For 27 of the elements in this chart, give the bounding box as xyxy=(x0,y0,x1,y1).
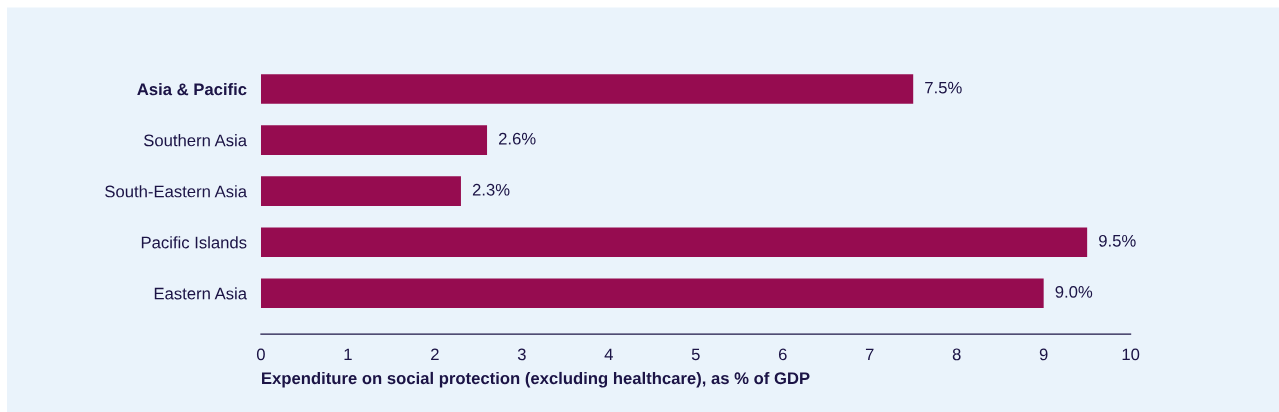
x-tick-label: 5 xyxy=(691,348,700,361)
x-tick-label: 9 xyxy=(1039,348,1048,361)
bar xyxy=(260,227,1088,258)
bar xyxy=(260,176,461,206)
y-tick-label: Asia & Pacific xyxy=(137,83,247,96)
x-tick-label: 10 xyxy=(1122,348,1140,361)
bar xyxy=(260,74,914,104)
y-tick-label: Eastern Asia xyxy=(154,287,248,300)
x-tick-label: 3 xyxy=(517,348,526,361)
x-tick-label: 6 xyxy=(778,348,787,361)
y-tick-label: South-Eastern Asia xyxy=(105,185,248,198)
bar xyxy=(260,125,488,155)
x-tick-label: 8 xyxy=(952,348,961,361)
y-tick-label: Southern Asia xyxy=(144,134,248,147)
x-tick-label: 1 xyxy=(344,348,352,361)
y-tick-label: Pacific Islands xyxy=(141,236,247,249)
data-label: 2.3% xyxy=(472,183,510,196)
x-tick-label: 7 xyxy=(865,348,874,361)
data-label: 9.5% xyxy=(1099,234,1136,247)
x-tick-label: 2 xyxy=(431,348,439,361)
x-axis-title: Expenditure on social protection (excluding healthcare), as % of GDP xyxy=(262,371,810,388)
data-label: 9.0% xyxy=(1055,285,1093,298)
x-tick-label: 0 xyxy=(256,348,265,361)
data-label: 2.6% xyxy=(498,132,536,145)
bar xyxy=(260,278,1044,309)
x-tick-label: 4 xyxy=(604,348,613,361)
data-label: 7.5% xyxy=(925,81,962,94)
